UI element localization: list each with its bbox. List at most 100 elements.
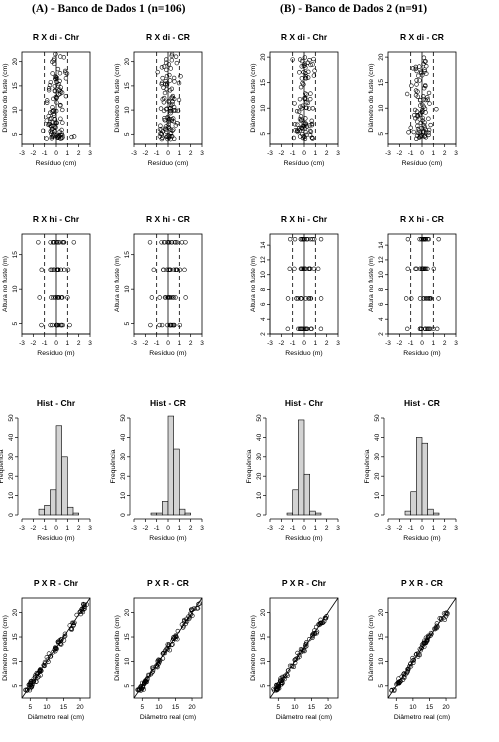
data-point <box>311 266 317 272</box>
histogram-bar <box>410 491 417 516</box>
data-point <box>192 606 197 611</box>
data-point <box>426 132 431 138</box>
x-tick-label: 3 <box>200 525 204 532</box>
x-tick-label: -1 <box>408 525 414 532</box>
data-point <box>311 56 316 62</box>
x-tick-label: -1 <box>154 525 160 532</box>
y-tick-label: 14 <box>378 241 385 249</box>
data-point <box>157 295 162 300</box>
data-point <box>174 240 180 245</box>
data-point <box>408 661 413 666</box>
data-point <box>415 130 421 136</box>
x-axis-label: Resíduo (m) <box>149 535 186 542</box>
data-point <box>147 240 153 245</box>
data-point <box>183 295 188 300</box>
y-tick-label: 6 <box>260 302 267 306</box>
histogram-bar <box>315 512 322 516</box>
data-point <box>161 267 166 273</box>
data-point <box>182 617 187 623</box>
data-point <box>39 668 44 673</box>
y-axis-label: Frequência <box>246 449 253 483</box>
data-point <box>424 638 430 644</box>
y-tick-label: 40 <box>374 433 381 441</box>
x-tick-label: 1 <box>432 150 436 157</box>
data-point <box>303 121 308 126</box>
x-tick-label: -1 <box>290 340 296 347</box>
y-tick-label: 5 <box>12 684 19 688</box>
data-point <box>298 84 304 90</box>
data-point <box>167 134 172 139</box>
x-tick-label: 1 <box>314 340 318 347</box>
data-point <box>63 76 69 81</box>
x-tick-label: 0 <box>54 525 58 532</box>
data-point <box>420 115 425 121</box>
data-point <box>392 688 397 693</box>
data-point <box>178 74 183 79</box>
data-point <box>425 236 430 242</box>
x-axis-label: Resíduo (cm) <box>402 160 443 167</box>
y-tick-label: 30 <box>8 453 15 461</box>
y-tick-label: 14 <box>260 241 267 249</box>
data-point <box>49 134 55 140</box>
y-axis-label: Altura no fuste (m) <box>250 256 257 312</box>
data-point <box>304 326 310 332</box>
data-point <box>293 128 298 133</box>
data-point <box>318 236 324 242</box>
data-point <box>166 119 171 125</box>
data-point <box>60 322 65 328</box>
x-tick-label: -1 <box>290 525 296 532</box>
x-tick-label: 0 <box>54 150 58 157</box>
x-tick-label: -2 <box>30 340 36 347</box>
data-point <box>428 122 433 128</box>
x-tick-label: 1 <box>314 525 318 532</box>
data-point <box>311 73 317 78</box>
data-point <box>413 93 419 98</box>
data-point <box>292 101 297 106</box>
data-point <box>292 657 297 663</box>
data-point <box>434 623 439 629</box>
data-point <box>422 266 428 272</box>
x-tick-label: -1 <box>408 340 414 347</box>
data-point <box>427 296 433 301</box>
data-point <box>302 55 308 60</box>
y-tick-label: 2 <box>378 332 385 336</box>
x-tick-label: 3 <box>88 340 92 347</box>
data-point <box>408 125 413 131</box>
x-axis-label: Diâmetro real (cm) <box>28 714 84 721</box>
y-axis-label: Frequência <box>364 449 371 483</box>
data-point <box>166 117 172 122</box>
data-point <box>58 54 63 59</box>
data-point <box>421 640 426 646</box>
data-point <box>48 322 53 328</box>
data-point <box>301 63 307 69</box>
x-tick-label: 3 <box>336 525 340 532</box>
data-point <box>162 90 168 96</box>
data-point <box>310 62 315 67</box>
data-point <box>45 98 50 103</box>
data-point <box>303 76 309 81</box>
data-point <box>159 240 164 245</box>
data-point <box>51 240 57 245</box>
histogram-bar <box>298 419 305 516</box>
y-tick-label: 5 <box>124 132 131 136</box>
data-point <box>186 616 192 622</box>
x-tick-label: 1 <box>66 340 70 347</box>
data-point <box>298 296 304 301</box>
chart-title: R X hi - Chr <box>33 214 80 224</box>
chart-title: P X R - CR <box>147 578 189 588</box>
data-point <box>48 240 53 245</box>
x-tick-label: -1 <box>154 150 160 157</box>
data-point <box>277 678 283 683</box>
data-point <box>295 128 300 134</box>
data-point <box>165 322 170 328</box>
x-tick-label: 1 <box>314 150 318 157</box>
x-tick-label: -1 <box>42 525 48 532</box>
data-point <box>174 60 180 66</box>
data-point <box>418 648 423 653</box>
y-axis-label: Diâmetro do fuste (cm) <box>2 63 9 132</box>
data-point <box>299 266 304 272</box>
data-point <box>169 58 175 63</box>
x-tick-label: 3 <box>88 150 92 157</box>
data-point <box>305 100 311 106</box>
y-tick-label: 20 <box>374 472 381 480</box>
